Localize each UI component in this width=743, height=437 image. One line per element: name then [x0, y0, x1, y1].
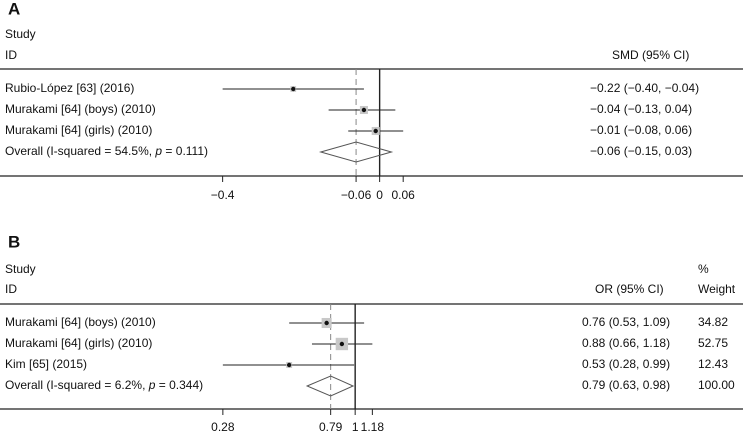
header-effect-column: OR (95% CI) — [595, 282, 664, 296]
header-id: ID — [5, 282, 17, 296]
overall-diamond — [305, 375, 355, 397]
point-estimate — [291, 86, 296, 92]
header-weight: Weight — [698, 282, 736, 296]
overall-label: Overall (I-squared = 54.5%, p = 0.111) — [5, 144, 208, 158]
header-study: Study — [5, 262, 36, 276]
point-estimate — [286, 362, 292, 368]
panel-label-A: A — [8, 0, 20, 18]
axis-tick-label: −0.4 — [211, 188, 235, 202]
study-label: Rubio-López [63] (2016) — [5, 81, 134, 95]
axis-tick-label: 0 — [376, 188, 383, 202]
axis-tick-label: 0.06 — [392, 188, 416, 202]
study-label: Murakami [64] (girls) (2010) — [5, 336, 152, 350]
header-weight-percent: % — [698, 262, 709, 276]
overall-diamond — [318, 141, 394, 163]
overall-effect-text: 0.79 (0.63, 0.98) — [582, 378, 670, 392]
study-label: Kim [65] (2015) — [5, 357, 87, 371]
effect-estimate-text: −0.22 (−0.40, −0.04) — [590, 81, 699, 95]
axis-tick-label: 1.18 — [361, 420, 385, 434]
study-label: Murakami [64] (boys) (2010) — [5, 315, 156, 329]
axis-tick-label: 1 — [352, 420, 359, 434]
effect-estimate-text: −0.01 (−0.08, 0.06) — [590, 123, 692, 137]
effect-estimate-text: 0.53 (0.28, 0.99) — [582, 357, 670, 371]
point-estimate — [324, 320, 329, 326]
study-label: Murakami [64] (boys) (2010) — [5, 102, 156, 116]
header-id: ID — [5, 48, 17, 62]
overall-weight-value: 100.00 — [698, 378, 735, 392]
axis-tick-label: 0.79 — [319, 420, 343, 434]
axis-tick-label: 0.28 — [211, 420, 235, 434]
weight-value: 12.43 — [698, 357, 728, 371]
header-study: Study — [5, 27, 36, 41]
effect-estimate-text: 0.88 (0.66, 1.18) — [582, 336, 670, 350]
point-estimate — [361, 107, 367, 113]
point-estimate — [373, 128, 378, 134]
overall-label: Overall (I-squared = 6.2%, p = 0.344) — [5, 378, 203, 392]
weight-value: 52.75 — [698, 336, 728, 350]
study-label: Murakami [64] (girls) (2010) — [5, 123, 152, 137]
overall-effect-text: −0.06 (−0.15, 0.03) — [590, 144, 692, 158]
effect-estimate-text: 0.76 (0.53, 1.09) — [582, 315, 670, 329]
weight-value: 34.82 — [698, 315, 728, 329]
header-effect-column: SMD (95% CI) — [612, 48, 689, 62]
panel-label-B: B — [8, 232, 20, 251]
point-estimate — [339, 341, 345, 347]
effect-estimate-text: −0.04 (−0.13, 0.04) — [590, 102, 692, 116]
axis-tick-label: −0.06 — [341, 188, 372, 202]
